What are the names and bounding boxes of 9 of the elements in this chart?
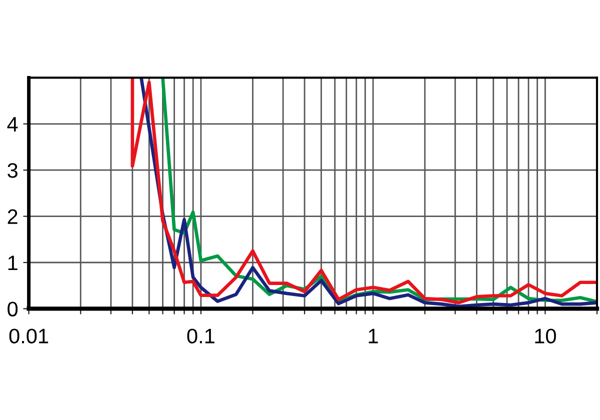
y-tick-label: 0: [8, 302, 18, 316]
x-tick-label: 1: [368, 328, 378, 344]
x-tick-label: 0.1: [187, 328, 214, 344]
y-tick-label: 2: [8, 209, 18, 224]
y-tick-label: 4: [7, 117, 18, 132]
y-tick-label: 3: [8, 163, 18, 178]
y-tick-label: 1: [8, 256, 18, 270]
x-tick-label: 0.01: [9, 328, 48, 344]
x-tick-label: 10: [535, 328, 556, 344]
